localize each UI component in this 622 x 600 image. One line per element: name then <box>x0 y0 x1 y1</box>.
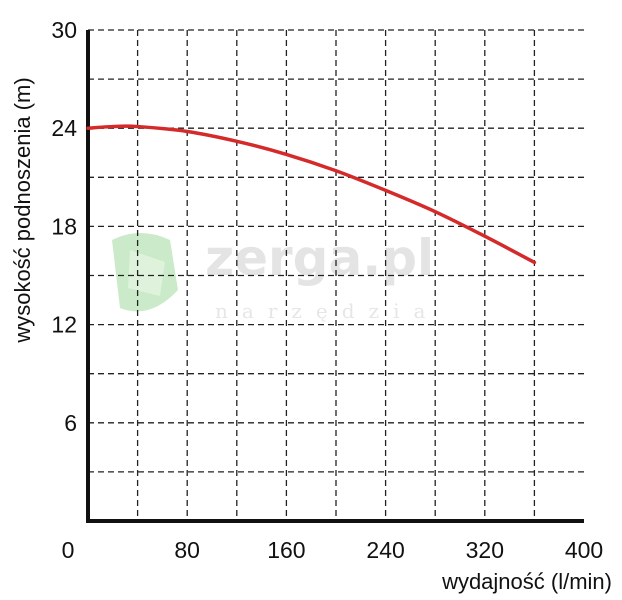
x-axis-title: wydajność (l/min) <box>441 569 612 594</box>
grid <box>88 29 584 521</box>
y-tick-label: 24 <box>51 115 77 141</box>
x-tick-label: 320 <box>466 537 504 563</box>
y-axis-title: wysokość podnoszenia (m) <box>10 77 35 343</box>
x-tick-labels: 0 80 160 240 320 400 <box>62 537 604 563</box>
watermark-brand: zerga.pl <box>205 229 434 287</box>
watermark-tagline: narzędzia <box>215 299 439 323</box>
x-tick-label: 80 <box>174 537 200 563</box>
x-tick-label: 240 <box>366 537 404 563</box>
y-tick-labels: 6 12 18 24 30 <box>51 17 77 436</box>
y-tick-label: 30 <box>51 17 77 43</box>
series-line <box>86 124 537 265</box>
y-tick-label: 12 <box>51 312 77 338</box>
y-tick-label: 6 <box>64 410 77 436</box>
watermark-logo-icon <box>112 233 178 312</box>
x-tick-label: 0 <box>62 537 75 563</box>
axes <box>86 30 584 523</box>
x-tick-label: 160 <box>267 537 305 563</box>
y-tick-label: 18 <box>51 213 77 239</box>
watermark: zerga.pl narzędzia <box>112 229 439 323</box>
x-tick-label: 400 <box>565 537 603 563</box>
series-group <box>86 124 537 265</box>
